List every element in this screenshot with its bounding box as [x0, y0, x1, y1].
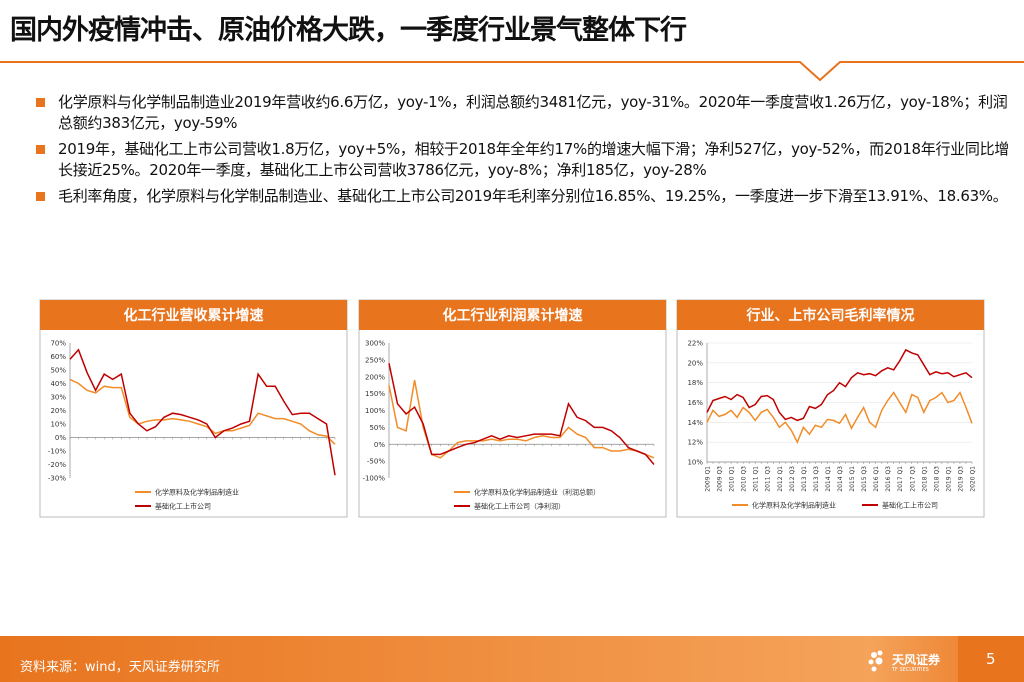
title-rule	[0, 61, 1024, 82]
y-tick-label: -20%	[48, 461, 66, 469]
y-tick-label: -30%	[48, 475, 66, 483]
legend-label: 基础化工上市公司（净利润）	[474, 502, 565, 511]
y-tick-label: -10%	[48, 448, 66, 456]
series-line	[69, 378, 336, 445]
x-tick-label: 2011 Q1	[753, 466, 760, 492]
y-tick-label: 70%	[50, 340, 66, 348]
x-tick-label: 2012 Q3	[789, 466, 796, 492]
chart-title: 化工行业利润累计增速	[443, 307, 583, 324]
x-tick-label: 2013 Q1	[801, 466, 808, 492]
footer-band	[0, 636, 1024, 682]
chart-header	[677, 300, 984, 330]
x-tick-label: 2018 Q1	[921, 466, 928, 492]
page-number: 5	[986, 650, 996, 668]
x-tick-label: 2009 Q1	[705, 466, 712, 492]
x-tick-label: 2016 Q1	[873, 466, 880, 492]
bullet: 2019年，基础化工上市公司营收1.8万亿，yoy+5%，相较于2018年全年约…	[36, 139, 1011, 181]
y-tick-label: -50%	[367, 458, 385, 466]
x-tick-label: 2010 Q3	[741, 466, 748, 492]
y-tick-label: 40%	[50, 380, 66, 388]
y-tick-label: 50%	[369, 424, 385, 432]
legend-label: 化学原料及化学制品制造业（利润总额）	[474, 488, 600, 497]
y-tick-label: 16%	[687, 399, 703, 407]
y-tick-label: 20%	[687, 359, 703, 367]
x-tick-label: 2010 Q1	[729, 466, 736, 492]
y-tick-label: 100%	[365, 407, 385, 415]
page-tab	[958, 636, 1024, 682]
x-tick-label: 2009 Q3	[717, 466, 724, 492]
brand: 天风证券	[892, 653, 941, 667]
logo-icon	[868, 650, 883, 672]
series-line	[706, 391, 973, 445]
y-tick-label: 60%	[50, 353, 66, 361]
chart-panel	[676, 299, 985, 518]
brand-en: TF SECURITIES	[892, 667, 929, 673]
y-tick-label: 250%	[365, 356, 385, 364]
y-tick-label: 12%	[687, 439, 703, 447]
bullet-list: 化学原料与化学制品制造业2019年营收约6.6万亿，yoy-1%，利润总额约34…	[36, 92, 1011, 212]
y-tick-label: 10%	[50, 421, 66, 429]
y-tick-label: 22%	[687, 340, 703, 348]
x-tick-label: 2014 Q3	[837, 466, 844, 492]
y-tick-label: 0%	[374, 441, 385, 449]
y-tick-label: 14%	[687, 419, 703, 427]
series-line	[69, 348, 336, 476]
y-tick-label: 0%	[55, 434, 66, 442]
y-tick-label: 18%	[687, 379, 703, 387]
slide-title: 国内外疫情冲击、原油价格大跌，一季度行业景气整体下行	[10, 15, 687, 46]
source-note: 资料来源：wind，天风证券研究所	[20, 660, 220, 675]
chart-title: 行业、上市公司毛利率情况	[746, 307, 915, 324]
x-tick-label: 2015 Q3	[861, 466, 868, 492]
x-tick-label: 2015 Q1	[849, 466, 856, 492]
y-tick-label: 10%	[687, 459, 703, 467]
x-tick-label: 2016 Q3	[885, 466, 892, 492]
y-tick-label: 50%	[50, 367, 66, 375]
bullet: 毛利率角度，化学原料与化学制品制造业、基础化工上市公司2019年毛利率分别位16…	[36, 186, 1011, 207]
x-tick-label: 2012 Q1	[777, 466, 784, 492]
bullet: 化学原料与化学制品制造业2019年营收约6.6万亿，yoy-1%，利润总额约34…	[36, 92, 1011, 134]
x-tick-label: 2018 Q3	[933, 466, 940, 492]
x-tick-label: 2019 Q1	[945, 466, 952, 492]
y-tick-label: 300%	[365, 340, 385, 348]
y-tick-label: 20%	[50, 407, 66, 415]
x-tick-label: 2011 Q3	[765, 466, 772, 492]
series-line	[706, 348, 973, 422]
x-tick-label: 2014 Q1	[825, 466, 832, 492]
y-tick-label: -100%	[362, 475, 385, 483]
legend-label: 基础化工上市公司	[882, 501, 938, 510]
y-tick-label: 150%	[365, 390, 385, 398]
y-tick-label: 30%	[50, 394, 66, 402]
chart-title: 化工行业营收累计增速	[124, 307, 264, 324]
chart-header	[359, 300, 666, 330]
x-tick-label: 2017 Q3	[909, 466, 916, 492]
x-tick-label: 2019 Q3	[957, 466, 964, 492]
x-tick-label: 2017 Q1	[897, 466, 904, 492]
chart-header	[40, 300, 347, 330]
legend-label: 化学原料及化学制品制造业	[155, 488, 239, 497]
series-line	[388, 363, 655, 465]
chart-panel	[39, 299, 348, 518]
legend-label: 基础化工上市公司	[155, 502, 211, 511]
x-tick-label: 2013 Q3	[813, 466, 820, 492]
y-tick-label: 200%	[365, 373, 385, 381]
x-tick-label: 2020 Q1	[970, 466, 977, 492]
legend-label: 化学原料及化学制品制造业	[752, 501, 836, 510]
chart-panel	[358, 299, 667, 518]
